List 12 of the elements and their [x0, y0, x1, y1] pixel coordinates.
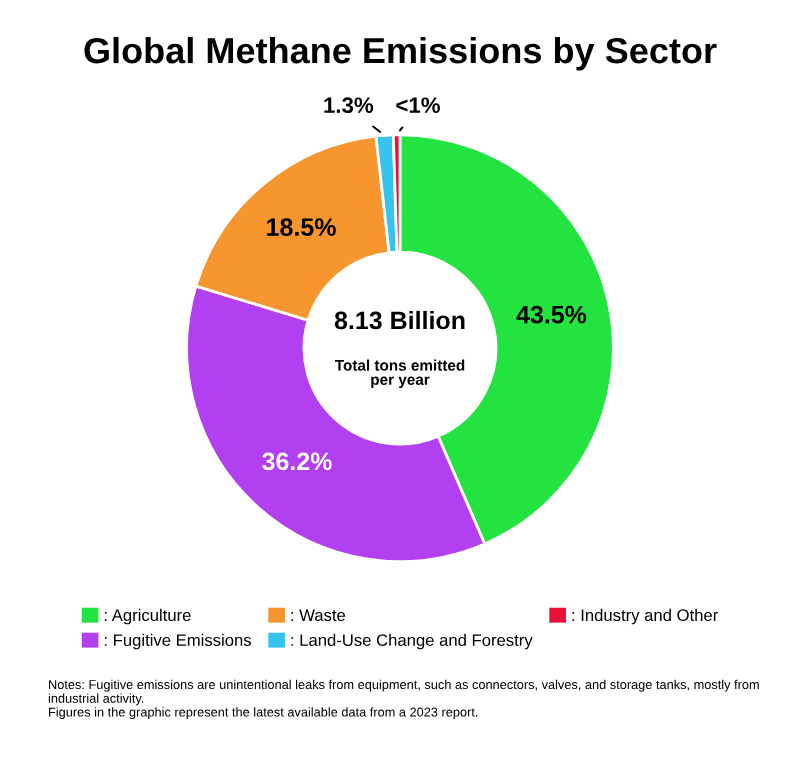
data-label: 43.5% — [516, 305, 587, 324]
chart-title: Global Methane Emissions by Sector — [84, 36, 717, 71]
data-label: <1% — [396, 97, 440, 114]
text: 8.13 Billion — [334, 310, 465, 330]
data-label: 36.2% — [262, 452, 332, 471]
legend-label: : Fugitive Emissions — [104, 633, 251, 650]
legend-label: : Agriculture — [104, 608, 191, 625]
data-label: 18.5% — [267, 218, 336, 237]
legend-label: : Waste — [291, 609, 346, 622]
legend-label: : Land-Use Change and Forestry — [291, 633, 533, 650]
legend-label: : Industry and Other — [572, 608, 718, 625]
data-label: 1.3% — [324, 97, 374, 114]
